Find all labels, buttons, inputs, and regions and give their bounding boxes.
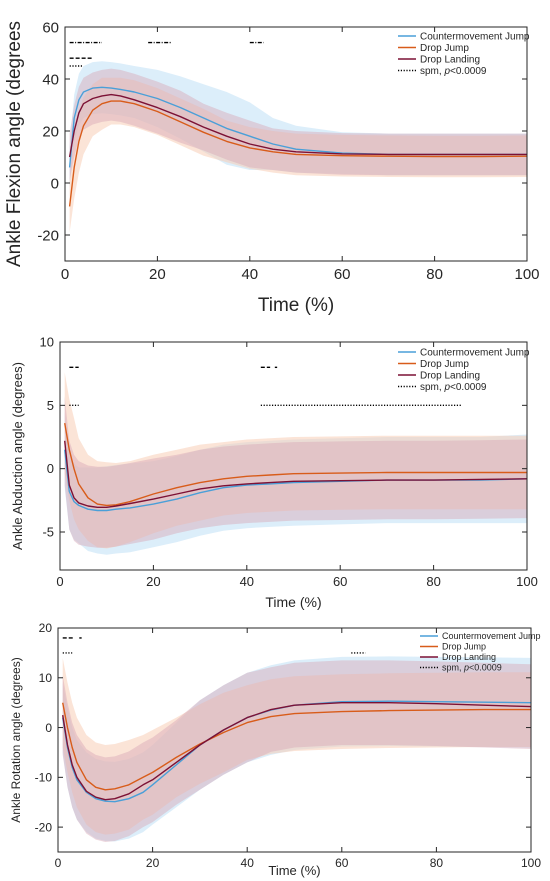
legend-label-dl: Drop Landing xyxy=(420,55,480,66)
x-tick-label: 100 xyxy=(514,266,539,283)
legend-label-dl: Drop Landing xyxy=(442,652,496,662)
legend-label-spm: spm, p<0.0009 xyxy=(442,663,502,673)
y-tick-label: -10 xyxy=(35,771,53,785)
plot-area xyxy=(64,366,527,555)
x-tick-label: 20 xyxy=(146,856,160,870)
y-tick-label: 0 xyxy=(51,175,59,192)
y-tick-label: -5 xyxy=(42,525,54,540)
x-tick-label: 0 xyxy=(56,574,63,589)
x-tick-label: 40 xyxy=(241,856,255,870)
y-tick-label: -20 xyxy=(37,227,59,244)
legend-label-cmj: Countermovement Jump xyxy=(420,32,530,43)
x-axis-label: Time (%) xyxy=(258,295,334,316)
series-line-dl xyxy=(64,440,527,508)
y-tick-label: 0 xyxy=(47,461,54,476)
y-axis-label: Ankle Abduction angle (degrees) xyxy=(10,362,25,550)
axes-box xyxy=(57,627,532,853)
x-tick-label: 60 xyxy=(334,266,351,283)
legend-label-cmj: Countermovement Jump xyxy=(420,348,530,359)
x-tick-label: 100 xyxy=(521,856,541,870)
x-tick-label: 40 xyxy=(241,266,258,283)
sd-band-dl xyxy=(69,68,527,181)
sd-band-dl xyxy=(64,396,527,548)
y-tick-label: 40 xyxy=(42,71,59,88)
y-tick-label: -20 xyxy=(35,820,53,834)
sd-band-dj xyxy=(64,372,527,549)
panel-ankle-rotation: 0 20 40 60 80 100 -20 -10 0 10 20 Time (%) Ankle Rot… xyxy=(9,621,541,878)
y-tick-label: 10 xyxy=(39,671,53,685)
x-tick-label: 20 xyxy=(146,574,160,589)
legend-label-spm: spm, p<0.0009 xyxy=(420,66,487,77)
x-tick-label: 80 xyxy=(426,266,443,283)
y-axis-label: Ankle Rotation angle (degrees) xyxy=(9,657,23,822)
y-tick-label: 5 xyxy=(47,398,54,413)
x-axis-label: Time (%) xyxy=(265,594,321,610)
plot-area xyxy=(62,637,531,842)
axes-box xyxy=(59,341,528,571)
series-line-dl xyxy=(62,702,531,801)
y-tick-label: 60 xyxy=(42,19,59,36)
series-line-cmj xyxy=(62,700,531,803)
series-line-dj xyxy=(68,100,527,207)
x-tick-label: 40 xyxy=(240,574,254,589)
series-line-dj xyxy=(64,422,527,507)
series-line-dj xyxy=(62,702,531,791)
panel-ankle-abduction: 0 20 40 60 80 100 -5 0 5 10 Time (%) Ankle Abductio… xyxy=(10,335,538,610)
legend-label-dj: Drop Jump xyxy=(442,642,486,652)
plot-area xyxy=(68,41,527,233)
legend-label-spm: spm, p<0.0009 xyxy=(420,382,487,393)
y-tick-label: 0 xyxy=(45,721,52,735)
y-axis-label: Ankle Flexion angle (degrees xyxy=(4,21,25,267)
y-tick-label: 20 xyxy=(39,621,53,635)
x-tick-label: 80 xyxy=(426,574,440,589)
series-line-dl xyxy=(68,93,527,158)
legend-label-dj: Drop Jump xyxy=(420,359,469,370)
legend-label-dj: Drop Jump xyxy=(420,43,469,54)
sd-band-dl xyxy=(62,660,531,842)
x-tick-label: 0 xyxy=(55,856,62,870)
axes-box xyxy=(64,26,528,262)
legend-label-dl: Drop Landing xyxy=(420,371,480,382)
y-tick-label: 20 xyxy=(42,123,59,140)
x-tick-label: 100 xyxy=(516,574,538,589)
x-tick-label: 0 xyxy=(61,266,69,283)
x-tick-label: 20 xyxy=(149,266,166,283)
x-tick-label: 60 xyxy=(335,856,349,870)
x-tick-label: 60 xyxy=(333,574,347,589)
y-tick-label: 10 xyxy=(40,335,54,350)
legend-label-cmj: Countermovement Jump xyxy=(442,631,541,641)
x-tick-label: 80 xyxy=(430,856,444,870)
x-axis-label: Time (%) xyxy=(268,863,320,878)
